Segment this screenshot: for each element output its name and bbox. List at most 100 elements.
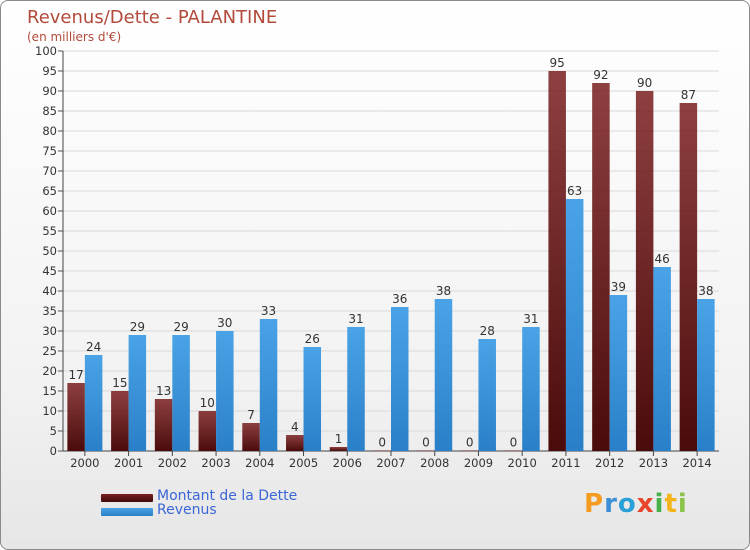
y-tick-label: 90 bbox=[42, 84, 57, 98]
bar-dette bbox=[154, 399, 173, 451]
bar-revenus bbox=[609, 295, 628, 451]
data-label: 29 bbox=[173, 320, 188, 334]
bar-dette bbox=[592, 83, 610, 451]
data-label: 90 bbox=[637, 76, 652, 90]
data-label: 0 bbox=[422, 436, 430, 450]
y-tick-label: 80 bbox=[42, 124, 57, 138]
bar-dette bbox=[460, 450, 479, 451]
y-tick-label: 95 bbox=[42, 64, 57, 78]
data-label: 17 bbox=[68, 368, 83, 382]
bar-revenus bbox=[522, 327, 540, 451]
x-tick-label: 2014 bbox=[682, 456, 711, 470]
x-tick-label: 2005 bbox=[289, 456, 318, 470]
y-tick-label: 40 bbox=[42, 284, 57, 298]
data-label: 38 bbox=[698, 284, 713, 298]
data-label: 63 bbox=[567, 184, 582, 198]
y-tick-label: 70 bbox=[42, 164, 57, 178]
bar-revenus bbox=[653, 267, 671, 451]
data-label: 15 bbox=[112, 376, 127, 390]
x-tick-label: 2006 bbox=[333, 456, 362, 470]
bar-dette bbox=[286, 435, 304, 451]
x-tick-label: 2012 bbox=[595, 456, 624, 470]
y-tick-label: 55 bbox=[42, 224, 57, 238]
bar-revenus bbox=[478, 339, 496, 451]
data-label: 0 bbox=[510, 436, 518, 450]
legend-swatch-dette bbox=[101, 494, 153, 502]
bar-dette bbox=[635, 91, 654, 451]
x-tick-label: 2011 bbox=[551, 456, 580, 470]
y-tick-label: 60 bbox=[42, 204, 57, 218]
data-label: 38 bbox=[436, 284, 451, 298]
data-label: 30 bbox=[217, 316, 232, 330]
x-tick-label: 2009 bbox=[464, 456, 493, 470]
data-label: 46 bbox=[655, 252, 670, 266]
data-label: 28 bbox=[480, 324, 495, 338]
data-label: 1 bbox=[335, 432, 343, 446]
bar-revenus bbox=[259, 319, 278, 451]
bar-dette bbox=[198, 411, 217, 451]
data-label: 26 bbox=[305, 332, 320, 346]
bar-revenus bbox=[303, 347, 322, 451]
bar-revenus bbox=[128, 335, 147, 451]
x-tick-label: 2001 bbox=[114, 456, 143, 470]
data-label: 0 bbox=[378, 436, 386, 450]
y-tick-label: 100 bbox=[35, 44, 57, 58]
bar-dette bbox=[67, 383, 85, 451]
y-tick-label: 10 bbox=[42, 404, 57, 418]
data-label: 24 bbox=[86, 340, 101, 354]
bar-dette bbox=[679, 103, 698, 451]
y-tick-label: 5 bbox=[50, 424, 57, 438]
y-tick-label: 30 bbox=[42, 324, 57, 338]
bar-dette bbox=[373, 450, 391, 451]
bar-dette bbox=[111, 391, 129, 451]
y-tick-label: 45 bbox=[42, 264, 57, 278]
bar-revenus bbox=[565, 199, 584, 451]
x-tick-label: 2003 bbox=[201, 456, 230, 470]
bar-dette bbox=[329, 447, 348, 451]
legend-swatch-revenus bbox=[101, 508, 153, 516]
y-tick-label: 65 bbox=[42, 184, 57, 198]
data-label: 92 bbox=[593, 68, 608, 82]
proxiti-logo: Proxiti bbox=[584, 489, 688, 519]
y-tick-label: 50 bbox=[42, 244, 57, 258]
bar-dette bbox=[242, 423, 260, 451]
y-tick-label: 35 bbox=[42, 304, 57, 318]
bar-revenus bbox=[216, 331, 234, 451]
data-label: 87 bbox=[681, 88, 696, 102]
bar-revenus bbox=[697, 299, 715, 451]
bar-dette bbox=[548, 71, 566, 451]
data-label: 36 bbox=[392, 292, 407, 306]
bar-dette bbox=[417, 450, 435, 451]
chart-subtitle: (en milliers d'€) bbox=[27, 30, 122, 44]
bar-revenus bbox=[347, 327, 365, 451]
x-tick-label: 2002 bbox=[158, 456, 187, 470]
y-tick-label: 85 bbox=[42, 104, 57, 118]
bar-revenus bbox=[434, 299, 453, 451]
x-tick-label: 2008 bbox=[420, 456, 449, 470]
data-label: 31 bbox=[523, 312, 538, 326]
legend-label-dette: Montant de la Dette bbox=[157, 488, 298, 504]
x-tick-label: 2000 bbox=[70, 456, 99, 470]
bar-revenus bbox=[391, 307, 409, 451]
y-tick-label: 75 bbox=[42, 144, 57, 158]
data-label: 10 bbox=[200, 396, 215, 410]
bar-revenus bbox=[172, 335, 190, 451]
bar-revenus bbox=[84, 355, 103, 451]
bar-dette bbox=[504, 450, 523, 451]
x-tick-label: 2013 bbox=[639, 456, 668, 470]
legend-label-revenus: Revenus bbox=[157, 502, 217, 518]
data-label: 33 bbox=[261, 304, 276, 318]
data-label: 0 bbox=[466, 436, 474, 450]
y-tick-label: 20 bbox=[42, 364, 57, 378]
data-label: 31 bbox=[348, 312, 363, 326]
y-tick-label: 25 bbox=[42, 344, 57, 358]
x-tick-label: 2004 bbox=[245, 456, 274, 470]
data-label: 95 bbox=[550, 56, 565, 70]
data-label: 29 bbox=[130, 320, 145, 334]
data-label: 39 bbox=[611, 280, 626, 294]
data-label: 4 bbox=[291, 420, 299, 434]
data-label: 13 bbox=[156, 384, 171, 398]
y-tick-label: 0 bbox=[50, 444, 57, 458]
